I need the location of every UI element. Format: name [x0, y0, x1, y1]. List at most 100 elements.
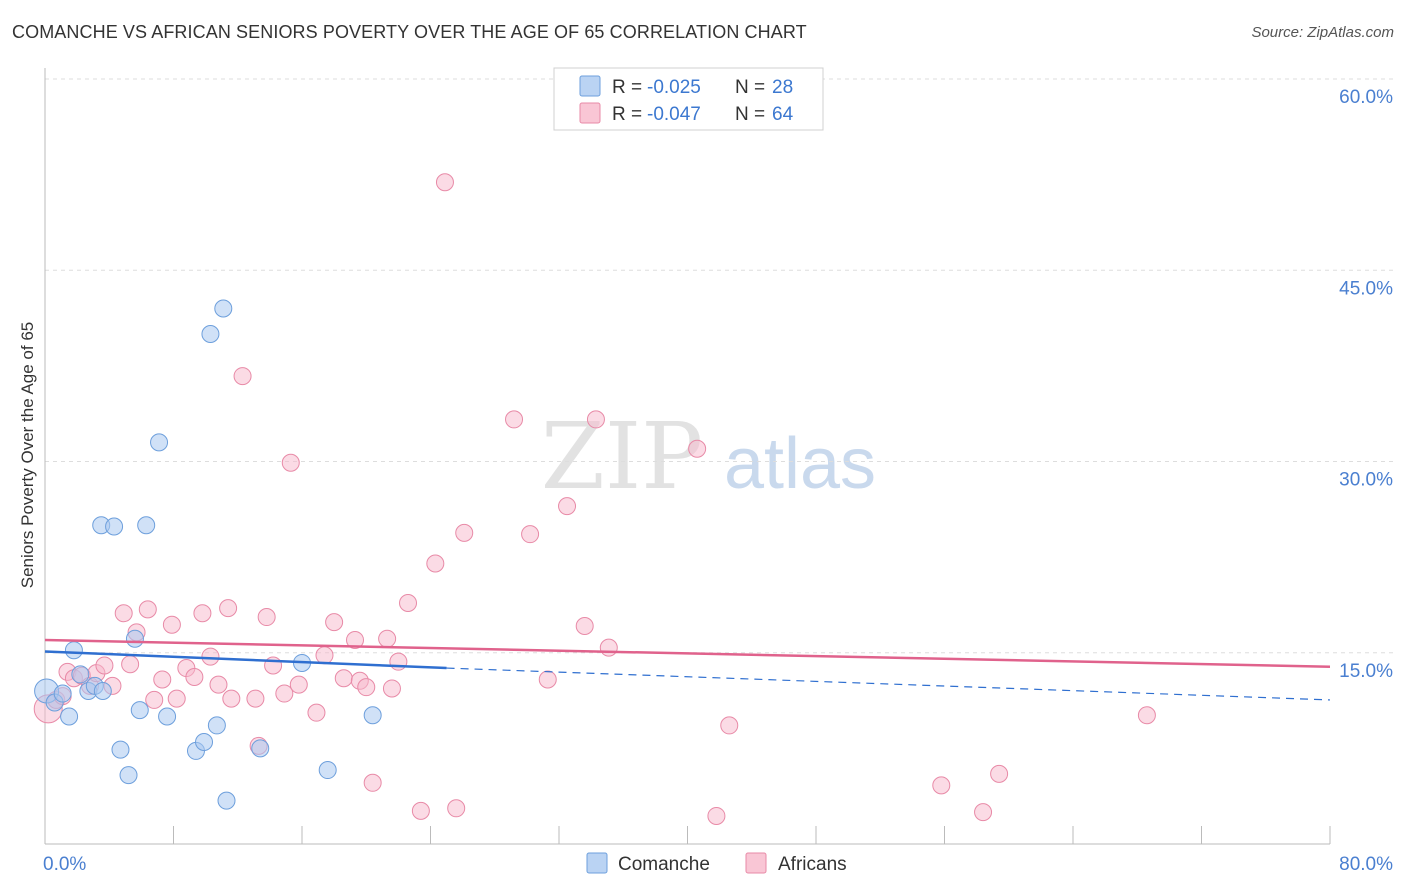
- legend-africans-r-value: -0.047: [647, 104, 701, 125]
- africans-point: [334, 669, 353, 688]
- africans-point: [209, 675, 228, 694]
- africans-point: [720, 716, 739, 735]
- africans-point: [315, 646, 334, 665]
- africans-point: [185, 667, 204, 686]
- source-label: Source: ZipAtlas.com: [1251, 24, 1394, 41]
- chart-title: COMANCHE VS AFRICAN SENIORS POVERTY OVER…: [12, 22, 807, 42]
- africans-point: [363, 773, 382, 792]
- africans-point: [521, 525, 540, 544]
- comanche-point: [119, 766, 138, 785]
- africans-point: [289, 675, 308, 694]
- grid-lines: [45, 78, 1394, 654]
- africans-point: [990, 764, 1009, 783]
- comanche-point: [111, 740, 130, 759]
- comanche-trend-extension: [446, 667, 1331, 701]
- watermark: ZIP atlas: [541, 403, 876, 510]
- y-tick-labels: 15.0% 30.0% 45.0% 60.0%: [1339, 87, 1393, 682]
- africans-points: [33, 173, 1156, 825]
- africans-trend-line: [44, 638, 1331, 669]
- watermark-zip: ZIP: [541, 403, 703, 510]
- africans-point: [586, 410, 605, 429]
- comanche-point: [363, 706, 382, 725]
- comanche-point: [125, 629, 144, 648]
- comanche-point: [195, 733, 214, 751]
- y-tick-label-1: 30.0%: [1339, 470, 1393, 491]
- bottom-legend: Comanche Africans: [586, 852, 847, 875]
- africans-point: [257, 608, 276, 627]
- legend-comanche-n-value: 28: [772, 77, 793, 98]
- bottom-legend-comanche-swatch: [586, 852, 608, 874]
- africans-point: [325, 613, 344, 632]
- legend-africans-r-label: R =: [612, 104, 642, 125]
- africans-point: [193, 604, 212, 623]
- africans-point: [575, 616, 594, 635]
- x-tick-label-0: 0.0%: [43, 854, 86, 875]
- top-legend: R = -0.025 N = 28 R = -0.047 N = 64: [553, 67, 824, 131]
- comanche-trend-line: [44, 650, 447, 670]
- africans-point: [455, 523, 474, 542]
- comanche-point: [130, 701, 149, 720]
- africans-point: [346, 631, 365, 649]
- africans-point: [121, 655, 140, 674]
- africans-point: [281, 453, 300, 472]
- africans-point: [95, 656, 114, 675]
- bottom-legend-africans-swatch: [745, 852, 767, 874]
- africans-point: [246, 689, 265, 708]
- africans-point: [378, 629, 397, 648]
- africans-point: [426, 554, 445, 573]
- africans-point: [138, 600, 157, 619]
- comanche-point: [217, 791, 236, 810]
- africans-point: [233, 367, 252, 386]
- legend-comanche-swatch: [579, 75, 601, 97]
- africans-point: [219, 599, 238, 618]
- comanche-point: [53, 684, 72, 703]
- africans-point: [307, 703, 326, 722]
- africans-point: [599, 638, 618, 657]
- africans-point: [688, 439, 707, 458]
- bottom-legend-africans-label: Africans: [778, 854, 847, 875]
- africans-point: [538, 670, 557, 689]
- africans-point: [932, 776, 951, 795]
- africans-point: [389, 652, 408, 671]
- africans-point: [505, 410, 524, 429]
- watermark-atlas: atlas: [724, 424, 876, 504]
- trend-lines: [44, 638, 1331, 701]
- comanche-point: [60, 707, 79, 726]
- comanche-point: [93, 682, 112, 700]
- africans-point: [411, 801, 430, 820]
- comanche-points: [34, 299, 382, 810]
- africans-point: [558, 497, 577, 516]
- comanche-point: [318, 761, 337, 780]
- africans-point: [435, 173, 454, 192]
- africans-point: [145, 690, 164, 709]
- africans-point: [399, 594, 418, 613]
- africans-point: [153, 670, 172, 689]
- africans-point: [1137, 706, 1156, 725]
- comanche-point: [71, 665, 90, 684]
- y-tick-label-2: 45.0%: [1339, 278, 1393, 299]
- africans-point: [162, 615, 181, 634]
- comanche-point: [150, 433, 169, 452]
- bottom-legend-comanche-label: Comanche: [618, 854, 710, 875]
- y-tick-label-0: 15.0%: [1339, 661, 1393, 682]
- africans-point: [167, 689, 186, 708]
- legend-comanche-r-label: R =: [612, 77, 642, 98]
- legend-comanche-n-label: N =: [735, 77, 765, 98]
- africans-point: [974, 803, 993, 822]
- comanche-point: [201, 325, 220, 343]
- africans-point: [114, 604, 133, 623]
- legend-africans-n-value: 64: [772, 104, 794, 125]
- comanche-point: [251, 739, 270, 758]
- y-tick-label-3: 60.0%: [1339, 87, 1393, 108]
- legend-africans-swatch: [579, 102, 601, 124]
- x-tick-labels: 0.0% 80.0%: [43, 854, 1393, 875]
- legend-africans-n-label: N =: [735, 104, 765, 125]
- africans-point: [222, 689, 241, 708]
- africans-point: [275, 684, 294, 703]
- comanche-point: [137, 516, 156, 535]
- x-tick-label-1: 80.0%: [1339, 854, 1393, 875]
- africans-point: [447, 799, 466, 818]
- africans-point: [201, 647, 220, 666]
- africans-point: [357, 678, 376, 697]
